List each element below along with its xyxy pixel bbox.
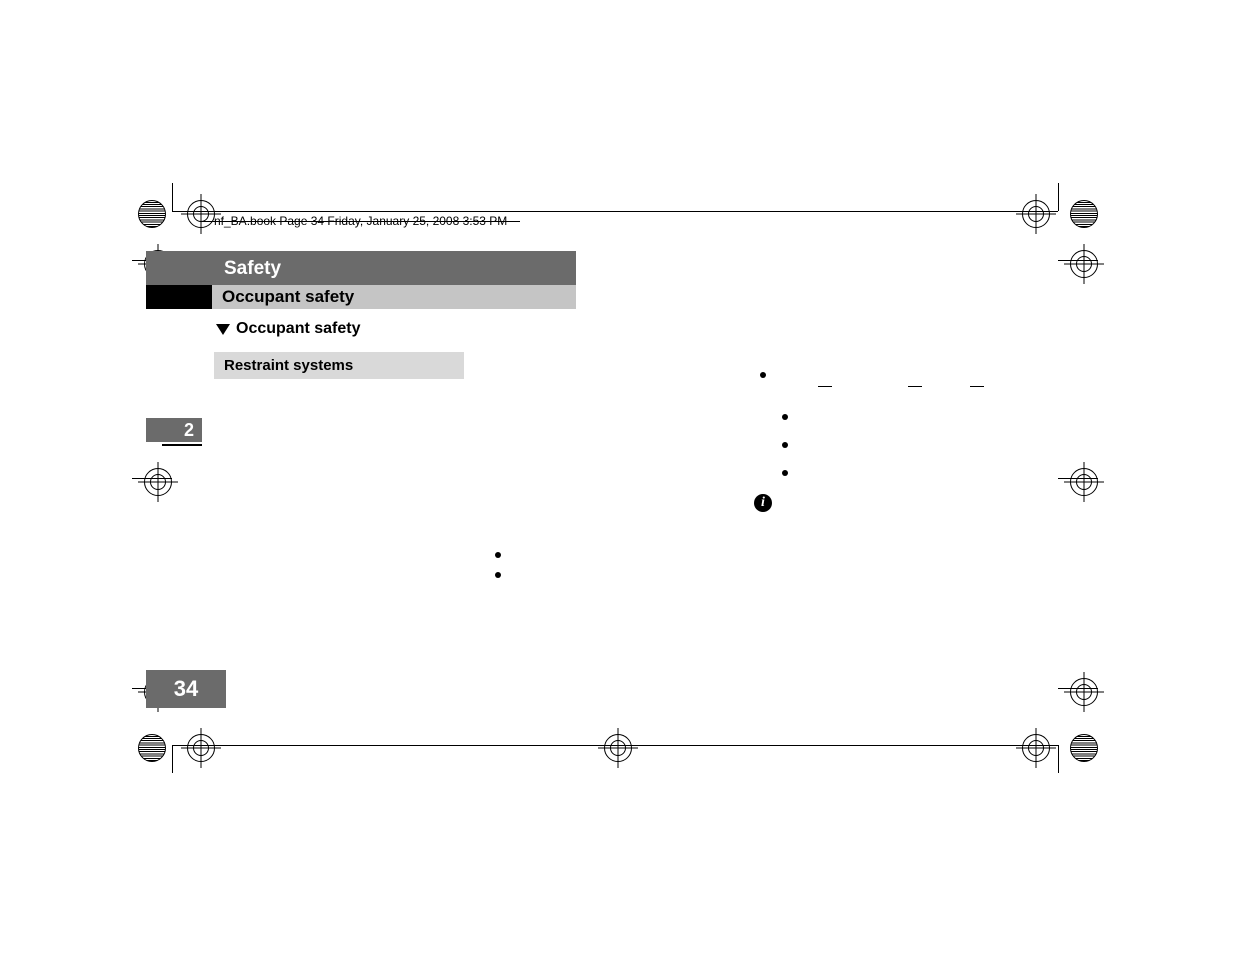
list-bullet-icon — [782, 442, 788, 448]
list-bullet-icon — [782, 470, 788, 476]
chapter-index-number: 2 — [184, 420, 194, 441]
hatched-corner-icon — [1070, 200, 1098, 228]
hatched-corner-icon — [138, 734, 166, 762]
chapter-index-tab: 2 — [146, 418, 202, 442]
text-underline — [970, 386, 984, 387]
chapter-tab-label: Safety — [224, 258, 281, 280]
page-number: 34 — [174, 676, 198, 702]
list-bullet-icon — [495, 552, 501, 558]
registration-mark-icon — [187, 200, 215, 228]
crop-line — [1058, 478, 1098, 479]
chapter-sub-bar: Occupant safety — [212, 285, 576, 309]
chapter-tab-bar — [146, 251, 576, 285]
crop-line — [1058, 745, 1059, 773]
registration-mark-icon — [1070, 678, 1098, 706]
crop-line — [172, 745, 1058, 746]
registration-mark-icon — [187, 734, 215, 762]
crop-line — [172, 745, 173, 773]
registration-mark-icon — [1070, 468, 1098, 496]
info-icon: i — [754, 494, 772, 512]
section-heading-label: Occupant safety — [236, 320, 360, 338]
hatched-corner-icon — [138, 200, 166, 228]
crop-line — [1058, 183, 1059, 211]
list-bullet-icon — [495, 572, 501, 578]
registration-mark-icon — [604, 734, 632, 762]
chapter-side-block — [146, 285, 212, 309]
chapter-sub-label: Occupant safety — [222, 287, 354, 307]
registration-mark-icon — [1022, 200, 1050, 228]
text-underline — [818, 386, 832, 387]
subsection-heading: Restraint systems — [214, 352, 464, 379]
crop-line — [1058, 688, 1098, 689]
crop-line — [172, 183, 173, 211]
page-number-tab: 34 — [146, 670, 226, 708]
section-heading: Occupant safety — [216, 320, 360, 338]
triangle-down-icon — [216, 324, 230, 335]
registration-mark-icon — [1070, 250, 1098, 278]
chapter-index-rule — [162, 444, 202, 446]
registration-mark-icon — [144, 468, 172, 496]
crop-line — [1058, 260, 1098, 261]
book-header-text: nf_BA.book Page 34 Friday, January 25, 2… — [214, 214, 507, 228]
list-bullet-icon — [760, 372, 766, 378]
registration-mark-icon — [1022, 734, 1050, 762]
crop-line — [172, 211, 1058, 212]
text-underline — [908, 386, 922, 387]
info-icon-glyph: i — [761, 495, 765, 510]
list-bullet-icon — [782, 414, 788, 420]
crop-line — [132, 478, 172, 479]
hatched-corner-icon — [1070, 734, 1098, 762]
